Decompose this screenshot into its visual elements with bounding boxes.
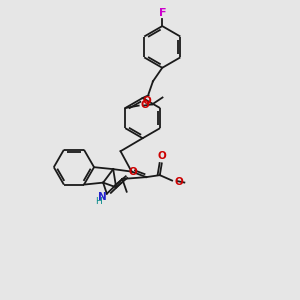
Text: H: H bbox=[95, 197, 102, 206]
Text: O: O bbox=[174, 176, 183, 187]
Text: O: O bbox=[129, 167, 137, 177]
Text: O: O bbox=[143, 96, 152, 106]
Text: F: F bbox=[158, 8, 166, 17]
Text: O: O bbox=[140, 100, 149, 110]
Text: N: N bbox=[98, 192, 107, 202]
Text: O: O bbox=[158, 151, 167, 161]
